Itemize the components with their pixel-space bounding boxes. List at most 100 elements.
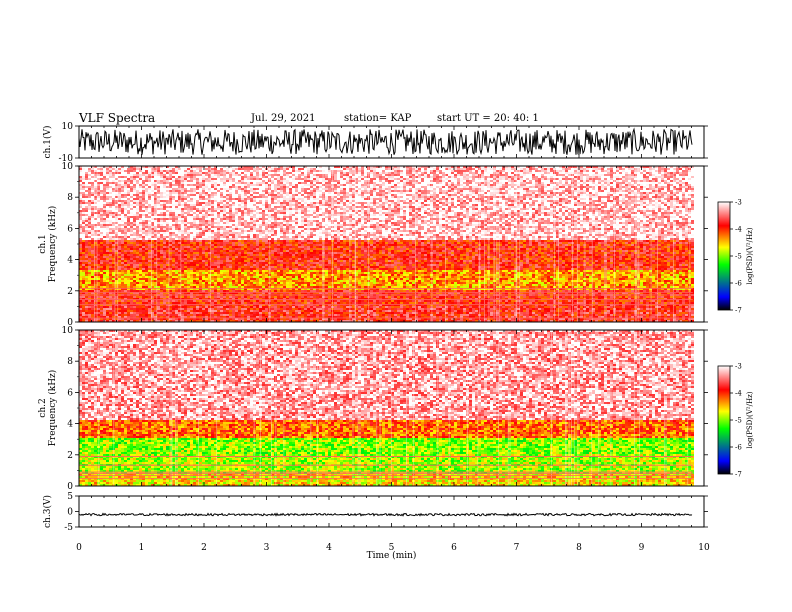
ch1-spectrogram-cell <box>256 192 259 194</box>
ch1-spectrogram-cell <box>643 204 646 206</box>
ch1-spectrogram-cell <box>328 168 331 170</box>
ch1-spectrogram-cell <box>250 176 253 178</box>
ch1-spectrogram-cell <box>415 206 418 208</box>
ch1-spectrogram-cell <box>586 166 589 168</box>
ch1-spectrogram-cell <box>235 194 238 196</box>
ch1-spectrogram-cell <box>103 174 106 176</box>
ch1-spectrogram-cell <box>619 208 622 210</box>
ch1-spectrogram-cell <box>337 212 340 214</box>
ch1-spectrogram-cell <box>664 176 667 178</box>
ch1-spectrogram-cell <box>334 192 337 194</box>
ch1-spectrogram-cell <box>160 194 163 196</box>
ch1-spectrogram-cell <box>235 210 238 212</box>
ch1-spectrogram-cell <box>325 172 328 174</box>
ch1-spectrogram-cell <box>409 194 412 196</box>
ch1-spectrogram-cell <box>517 172 520 174</box>
ch1-spectrogram-cell <box>445 200 448 202</box>
ch1-spectrogram-cell <box>271 208 274 210</box>
ch1-spectrogram-cell <box>568 186 571 188</box>
ch1-spectrogram-cell <box>328 188 331 190</box>
ch1-spectrogram-cell <box>652 172 655 174</box>
ch1-spectrogram-cell <box>205 166 208 168</box>
ch1-spectrogram-cell <box>118 200 121 202</box>
ch1-spectrogram-cell <box>373 186 376 188</box>
ch1-spectrogram-cell <box>298 194 301 196</box>
ch1-spectrogram-cell <box>205 190 208 192</box>
ch1-spectrogram-cell <box>256 174 259 176</box>
ch1-spectrogram-cell <box>547 168 550 170</box>
ch1-spectrogram-cell <box>535 192 538 194</box>
ch1-spectrogram-cell <box>523 200 526 202</box>
ch1-spectrogram-cell <box>109 176 112 178</box>
ch1-spectrogram-cell <box>229 186 232 188</box>
ch1-spectrogram-cell <box>346 176 349 178</box>
ch1-spectrogram-cell <box>187 194 190 196</box>
ch1-spectrogram-cell <box>106 172 109 174</box>
ch1-spectrogram-cell <box>349 204 352 206</box>
ch1-spectrogram-cell <box>535 198 538 200</box>
ch1-spectrogram-cell <box>217 190 220 192</box>
ch1-spectrogram-cell <box>226 206 229 208</box>
ch1-spectrogram-cell <box>385 180 388 182</box>
ch1-spectrogram-cell <box>523 208 526 210</box>
ch1-spectrogram-cell <box>154 210 157 212</box>
ch1-spectrogram-cell <box>673 208 676 210</box>
ch1-spectrogram-cell <box>583 188 586 190</box>
ch1-spectrogram-cell <box>463 166 466 168</box>
ch1-spectrogram-cell <box>520 208 523 210</box>
ch1-spectrogram-cell <box>217 204 220 206</box>
ch1-spectrogram-cell <box>121 212 124 214</box>
ch1-spectrogram-cell <box>352 192 355 194</box>
ch1-spectrogram-cell <box>235 198 238 200</box>
ch1-spectrogram-cell <box>268 190 271 192</box>
ch1-spectrogram-cell <box>619 172 622 174</box>
ch1-spectrogram-cell <box>265 204 268 206</box>
ch1-spectrogram-cell <box>643 186 646 188</box>
ch1-spectrogram-cell <box>172 192 175 194</box>
ch1-spectrogram-cell <box>301 170 304 172</box>
ch1-spectrogram-cell <box>640 200 643 202</box>
ch1-spectrogram-cell <box>130 172 133 174</box>
ch1-spectrogram-cell <box>565 206 568 208</box>
ch1-spectrogram-cell <box>478 204 481 206</box>
ch1-spectrogram-cell <box>517 194 520 196</box>
ch1-spectrogram-cell <box>358 200 361 202</box>
ch1-spectrogram-cell <box>130 202 133 204</box>
ch1-spectrogram-cell <box>442 176 445 178</box>
ch1-spectrogram-cell <box>343 184 346 186</box>
ch1-spectrogram-cell <box>124 208 127 210</box>
ch1-spectrogram-cell <box>592 180 595 182</box>
ch1-spectrogram-cell <box>298 206 301 208</box>
ch1-spectrogram-cell <box>253 186 256 188</box>
ch1-spectrogram-cell <box>319 202 322 204</box>
ch1-spectrogram-cell <box>316 192 319 194</box>
ch1-spectrogram-cell <box>523 190 526 192</box>
ch1-spectrogram-cell <box>214 180 217 182</box>
ch1-spectrogram-cell <box>199 166 202 168</box>
ch1-spectrogram-cell <box>199 168 202 170</box>
ch1-spectrogram-cell <box>313 174 316 176</box>
ch1-spectrogram-cell <box>460 168 463 170</box>
ch1-spectrogram-cell <box>517 212 520 214</box>
ch1-spectrogram-cell <box>484 182 487 184</box>
ch1-spectrogram-cell <box>688 196 691 198</box>
ch1-spectrogram-cell <box>562 180 565 182</box>
ch1-spectrogram-cell <box>553 202 556 204</box>
ch1-spectrogram-cell <box>160 184 163 186</box>
ch1-spectrogram-cell <box>595 188 598 190</box>
ch1-spectrogram-cell <box>439 192 442 194</box>
ch1-spectrogram-cell <box>577 196 580 198</box>
ch1-spectrogram-cell <box>346 192 349 194</box>
ch1-spectrogram-cell <box>214 192 217 194</box>
ch1-spectrogram-cell <box>172 188 175 190</box>
ch1-spectrogram-cell <box>511 198 514 200</box>
ch1-spectrogram-cell <box>397 176 400 178</box>
ch1-spectrogram-cell <box>223 172 226 174</box>
ch1-spectrogram-cell <box>310 182 313 184</box>
ch1-spectrogram-cell <box>454 176 457 178</box>
ch1-spectrogram-cell <box>214 190 217 192</box>
ch1-spectrogram-cell <box>442 208 445 210</box>
ch1-spectrogram-cell <box>274 206 277 208</box>
ch1-spectrogram-cell <box>397 210 400 212</box>
ch1-spectrogram-cell <box>388 180 391 182</box>
